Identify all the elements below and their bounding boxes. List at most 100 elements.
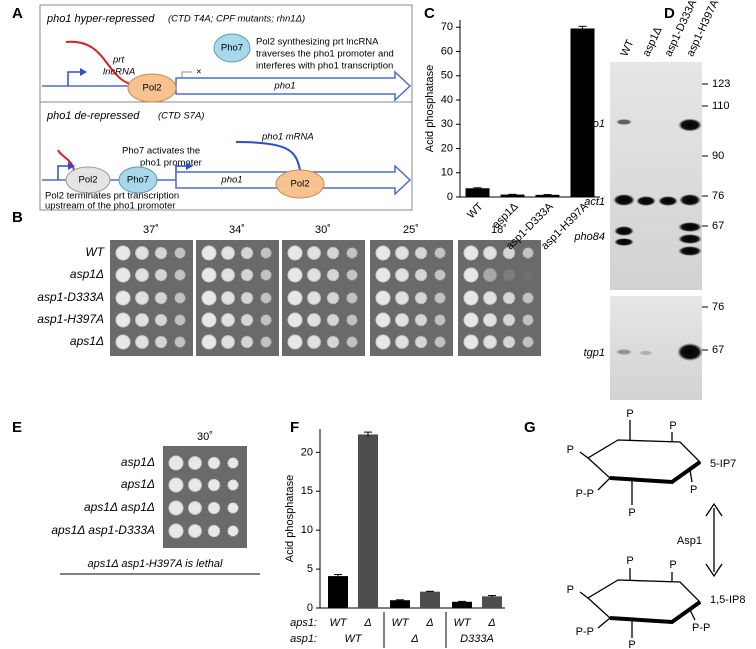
spot	[135, 335, 149, 349]
panel-label: F	[290, 419, 299, 436]
spot	[227, 502, 239, 514]
label: Pho7	[221, 43, 243, 54]
spot	[434, 314, 446, 326]
gene-label: pho84	[573, 231, 605, 243]
spot	[326, 335, 340, 349]
spot	[522, 247, 534, 259]
spot	[346, 247, 358, 259]
spot	[221, 268, 235, 282]
panel-label: D	[664, 5, 675, 22]
note: Pho7 activates the	[122, 146, 200, 157]
spot	[483, 335, 497, 349]
spot	[307, 335, 321, 349]
strain: aps1Δ	[121, 477, 155, 491]
note: traverses the pho1 promoter and	[256, 49, 394, 60]
bonds	[579, 420, 693, 505]
bonds	[579, 568, 696, 638]
spot	[201, 312, 217, 328]
tss	[57, 165, 68, 180]
spot	[135, 291, 149, 305]
strain: asp1-H397A	[37, 312, 104, 326]
panel-e	[168, 455, 239, 539]
spot	[463, 312, 479, 328]
spot	[154, 313, 168, 327]
y-tick-label: 0	[447, 191, 453, 203]
x-tick-label: WT	[465, 200, 486, 221]
group-label: Δ	[410, 633, 418, 645]
band	[614, 238, 634, 246]
note: interferes with pho1 transcription	[256, 61, 393, 72]
x-tick-label: Δ	[487, 617, 495, 629]
spot	[395, 268, 409, 282]
bar	[482, 596, 502, 608]
ring-front	[609, 460, 702, 485]
rna-label: prt	[112, 55, 124, 66]
strain: asp1Δ	[121, 455, 155, 469]
spot	[207, 524, 221, 538]
spot	[375, 334, 391, 350]
spot	[463, 290, 479, 306]
spot	[522, 336, 534, 348]
spot	[174, 247, 186, 259]
band	[639, 350, 653, 356]
footer: Pol2 terminates prt transcription	[45, 191, 179, 202]
y-tick-label: 10	[441, 167, 453, 179]
double-arrow	[705, 502, 723, 578]
group: P-P	[692, 622, 710, 634]
gene-label: pho1	[580, 118, 605, 130]
marker: 110	[712, 100, 730, 112]
temperature: 34˚	[229, 224, 245, 236]
spot	[434, 269, 446, 281]
marker: 67	[712, 344, 724, 356]
y-tick-label: 5	[307, 563, 313, 575]
spot	[221, 335, 235, 349]
y-tick-label: 0	[307, 602, 313, 614]
spot	[522, 269, 534, 281]
spot	[240, 335, 254, 349]
spot	[240, 313, 254, 327]
x-tick-label: WT	[391, 617, 409, 629]
spot	[522, 292, 534, 304]
band	[658, 196, 678, 206]
y-axis-title: Acid phosphatase	[424, 65, 436, 152]
spot	[115, 267, 131, 283]
mrna-label: pho1 mRNA	[261, 132, 314, 143]
spot	[287, 312, 303, 328]
spot	[434, 292, 446, 304]
band	[636, 196, 656, 206]
strain: WT	[85, 245, 105, 259]
gene-arrow	[175, 70, 412, 102]
compound: 5-IP7	[710, 458, 736, 470]
spot	[207, 478, 221, 492]
group-label: D333A	[460, 633, 494, 645]
spot	[115, 290, 131, 306]
spot	[227, 457, 239, 469]
band	[616, 119, 632, 125]
marker: 67	[712, 220, 724, 232]
spot	[188, 524, 202, 538]
spot	[375, 245, 391, 261]
panel-label: E	[12, 419, 22, 436]
ring-front	[609, 600, 702, 625]
spot	[260, 336, 272, 348]
group: P-P	[576, 488, 594, 500]
spot	[502, 335, 516, 349]
band	[678, 234, 702, 244]
band	[678, 222, 702, 232]
bar	[570, 28, 595, 198]
spot	[414, 268, 428, 282]
strain: asp1-D333A	[37, 290, 104, 304]
label: Pol2	[290, 179, 309, 190]
group: P	[669, 420, 676, 432]
spot	[287, 267, 303, 283]
strain: aps1Δ	[70, 334, 104, 348]
y-tick-label: 40	[441, 94, 453, 106]
spot	[414, 313, 428, 327]
bar	[535, 194, 560, 197]
tss-head	[80, 68, 87, 76]
spot	[188, 478, 202, 492]
spot	[395, 291, 409, 305]
gene-label: act1	[584, 196, 605, 208]
note: pho1 promoter	[140, 158, 202, 169]
spot	[135, 268, 149, 282]
